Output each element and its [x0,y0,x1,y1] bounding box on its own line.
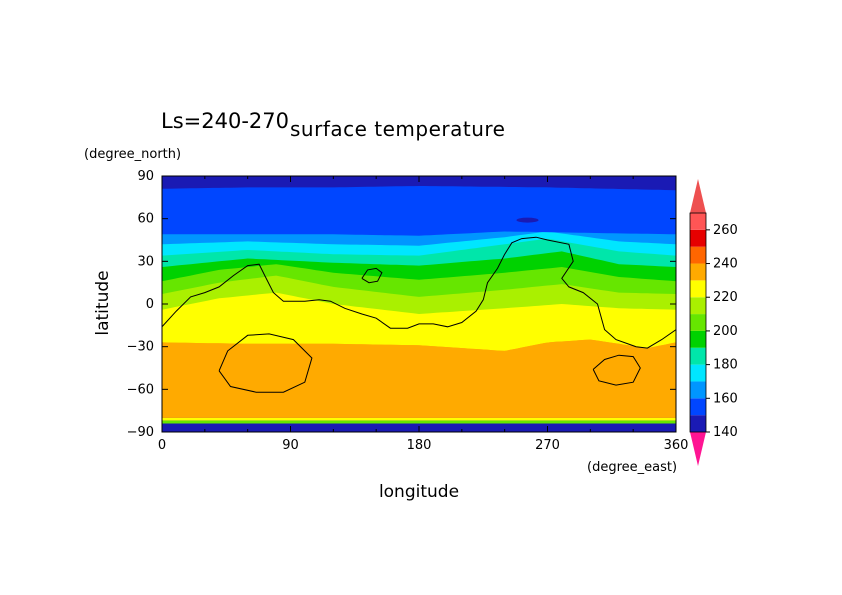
colorbar-swatch [690,314,706,331]
y-tick-label: −30 [127,340,154,355]
cold-spot [516,217,539,223]
colorbar-tick-label: 260 [713,223,738,238]
x-tick-label: 180 [407,438,432,453]
axis-ticks: 0 90 180 270 360 −90 −60 −30 0 30 60 90 [127,169,689,453]
period-label: Ls=240-270 [161,109,289,133]
colorbar-swatch [690,347,706,365]
y-axis-label: latitude [93,270,113,335]
band-south-edge-2 [162,420,676,424]
y-tick-label: −60 [127,382,154,397]
y-tick-label: −90 [127,425,154,440]
colorbar-tick-label: 220 [713,290,738,305]
colorbar-swatch [690,381,706,399]
colorbar-tick-label: 200 [713,324,738,339]
colorbar-swatch [690,364,706,382]
band-160 [162,176,676,236]
y-tick-label: 30 [137,254,154,269]
colorbar-swatch [690,280,706,298]
colorbar-swatch [690,229,706,247]
contour-overlay [162,217,676,393]
colorbar-swatch [690,330,706,348]
colorbar-tick-label: 180 [713,358,738,373]
colorbar-swatch [690,263,706,281]
colorbar-tick-label: 140 [713,425,738,440]
band-south-edge [162,417,676,421]
chart-title: surface temperature [290,117,506,141]
colorbar-swatch [690,213,706,230]
colorbar-swatch [690,398,706,416]
small-ring-north [361,267,383,284]
colorbar: 140 160 180 200 220 240 260 [689,179,738,466]
colorbar-swatch [690,297,706,315]
west-basin-ring [218,333,313,393]
x-tick-label: 0 [158,438,166,453]
colorbar-frame [689,212,707,433]
x-unit-label: (degree_east) [587,460,677,475]
temperature-field [162,176,676,432]
colorbar-tick-label: 240 [713,257,738,272]
y-unit-label: (degree_north) [84,147,181,162]
x-tick-label: 360 [664,438,689,453]
x-tick-label: 270 [535,438,560,453]
colorbar-over-arrow [690,179,706,213]
east-basin-ring [592,354,641,386]
x-tick-label: 90 [282,438,299,453]
x-axis-label: longitude [379,482,459,502]
band-warm-south [162,339,676,418]
y-tick-label: 90 [137,169,154,184]
y-tick-label: 0 [146,297,154,312]
colorbar-tick-label: 160 [713,391,738,406]
colorbar-under-arrow [690,432,706,466]
colorbar-swatch [690,246,706,264]
continent-outline [162,236,676,349]
y-tick-label: 60 [137,212,154,227]
colorbar-swatch [690,415,706,432]
